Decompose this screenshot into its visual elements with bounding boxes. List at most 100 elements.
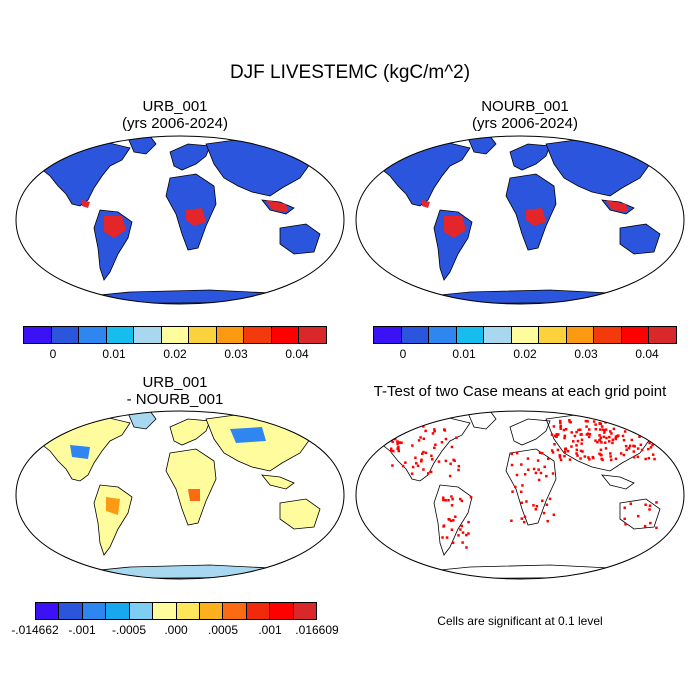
significant-cell [457,468,460,472]
significant-cell [580,433,583,436]
continent-northAmerica [379,416,471,482]
significant-cell [553,434,557,438]
significant-cell [647,432,651,436]
significant-cell [638,435,641,438]
significant-cell [588,458,591,461]
panel-diff-name: URB_001 [142,374,208,391]
significant-cell [558,456,562,459]
colorbar-urb-swatch [216,327,245,343]
significant-cell [395,432,399,435]
significant-cell [555,433,559,436]
significant-cell [444,499,447,502]
difference-region [106,497,120,515]
significant-cell [657,441,660,444]
significant-cell [648,441,651,445]
panel-title-diff: URB_001 - NOURB_001 [45,374,305,408]
significant-cell [624,444,628,448]
high-value-region [104,216,126,238]
significant-cell [617,434,620,437]
significant-cell [538,451,542,455]
significant-cell [653,457,656,461]
significant-cell [647,447,650,451]
colorbar-diff-swatch [82,603,107,619]
colorbar-nourb-swatch [374,327,402,343]
significant-cell [621,434,625,438]
significant-cell [642,424,646,428]
significant-cell [563,434,567,438]
significant-cell [440,440,444,444]
significant-cell [629,502,633,506]
significant-cell [644,503,647,506]
significant-cell [651,453,655,456]
colorbar-urb-label: 0.04 [285,347,309,361]
significant-cell [430,454,433,458]
colorbar-nourb-swatch [649,327,677,343]
significant-cell [422,437,426,441]
significant-cell [437,460,441,463]
significant-cell [579,457,582,460]
significant-cell [575,448,579,452]
significant-cell [572,440,575,443]
colorbar-urb-swatch [51,327,80,343]
significant-cell [429,470,433,474]
colorbar-urb-swatch [24,327,52,343]
significant-cell [580,442,583,445]
continent-southAmerica [93,484,133,556]
significant-cell [559,427,562,430]
significant-cell [609,430,612,433]
significant-cell [564,427,568,431]
significant-cell [655,526,658,530]
significant-cell [636,447,640,450]
significant-cell [599,453,602,457]
significant-cell [632,444,635,448]
significant-cell [604,428,608,431]
significant-cell [649,521,652,525]
continent-europe [169,143,211,171]
significant-cell [465,533,468,537]
significant-cell [559,421,562,425]
significant-cell [536,459,540,462]
colorbar-diff-swatch [176,603,200,619]
significant-cell [648,429,652,433]
colorbar-diff-label: .0005 [207,623,239,637]
significant-cell [655,501,658,504]
significant-cell [390,449,393,452]
continent-antarctica [49,564,311,579]
significant-cell [558,419,562,423]
significant-cell [433,429,436,433]
significant-cell [515,473,519,477]
significant-cell [411,444,414,447]
significant-cell [553,443,556,446]
significant-cell [592,420,596,423]
significant-cell [520,501,524,505]
significant-cell [467,532,470,535]
significant-cell [391,464,394,467]
significant-cell [416,464,420,468]
significant-cell [599,448,603,452]
map-urb [15,135,345,305]
significant-cell [591,455,595,459]
significant-cell [594,439,597,442]
significant-cell [548,497,552,501]
significant-cell [450,445,454,449]
significant-cell [535,504,539,508]
significant-cell [568,420,572,423]
continent-southAmerica [433,484,473,556]
significant-cell [443,429,447,432]
significant-cell [441,496,445,499]
significant-cell [450,495,453,498]
significant-cell [426,472,430,475]
colorbar-diff-swatch [199,603,224,619]
significant-cell [552,425,556,428]
colorbar-nourb-swatch [484,327,512,343]
high-value-region [186,208,206,226]
significant-cell [556,448,560,452]
high-value-region [606,200,628,212]
colorbar-nourb-swatch [456,327,485,343]
colorbar-diff-swatch [223,603,247,619]
significant-cell [587,428,591,431]
map-border [355,135,685,305]
significant-cell [611,441,614,445]
map-border [355,410,685,580]
significant-cell [397,441,401,444]
